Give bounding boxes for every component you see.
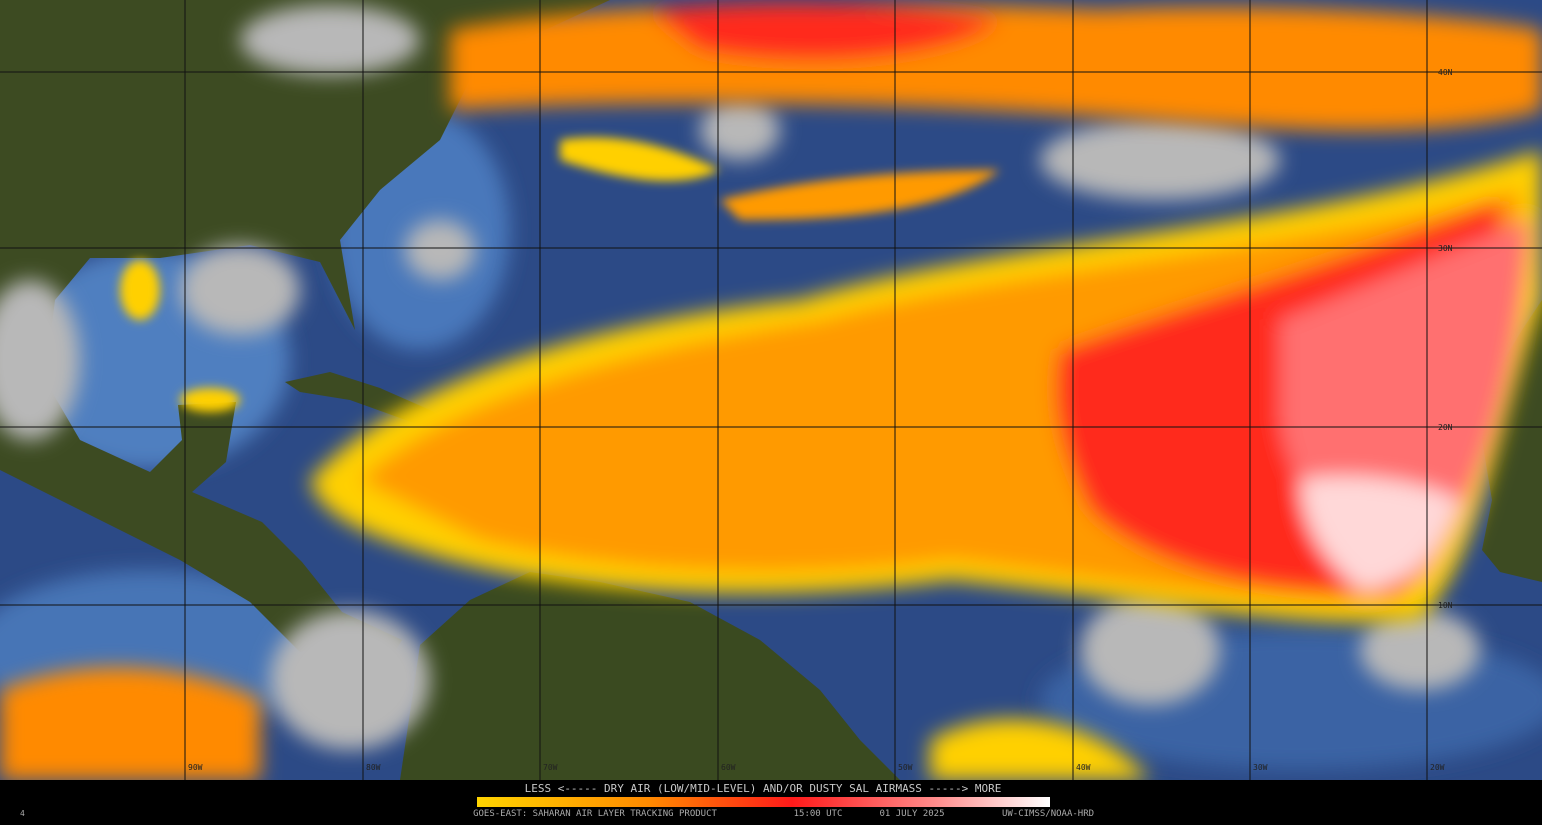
lon-label: 30W xyxy=(1253,763,1268,772)
dry-air-plume xyxy=(0,3,1542,780)
lon-label: 90W xyxy=(188,763,203,772)
footer-time: 15:00 UTC xyxy=(794,809,843,819)
lat-label: 30N xyxy=(1438,244,1453,253)
lon-label: 50W xyxy=(898,763,913,772)
lat-label: 10N xyxy=(1438,601,1453,610)
lon-label: 70W xyxy=(543,763,558,772)
cloud xyxy=(0,5,1480,750)
lon-label: 40W xyxy=(1076,763,1091,772)
lon-label: 20W xyxy=(1430,763,1445,772)
footer-credit: UW-CIMSS/NOAA-HRD xyxy=(1002,809,1094,819)
lon-label: 80W xyxy=(366,763,381,772)
grid-labels: 40N 30N 20N 10N 90W 80W 70W 60W 50W 40W 30W 20W xyxy=(188,68,1453,772)
legend-caption: LESS <----- DRY AIR (LOW/MID-LEVEL) AND/… xyxy=(525,782,1002,795)
lon-label: 60W xyxy=(721,763,736,772)
grid xyxy=(0,0,1542,780)
footer-product: GOES-EAST: SAHARAN AIR LAYER TRACKING PR… xyxy=(473,809,717,819)
footer-date: 01 JULY 2025 xyxy=(879,809,944,819)
frame-number: 4 xyxy=(20,809,25,818)
lat-label: 20N xyxy=(1438,423,1453,432)
dry-air-streaks xyxy=(120,137,1000,412)
lat-label: 40N xyxy=(1438,68,1453,77)
colorbar xyxy=(477,797,1050,807)
